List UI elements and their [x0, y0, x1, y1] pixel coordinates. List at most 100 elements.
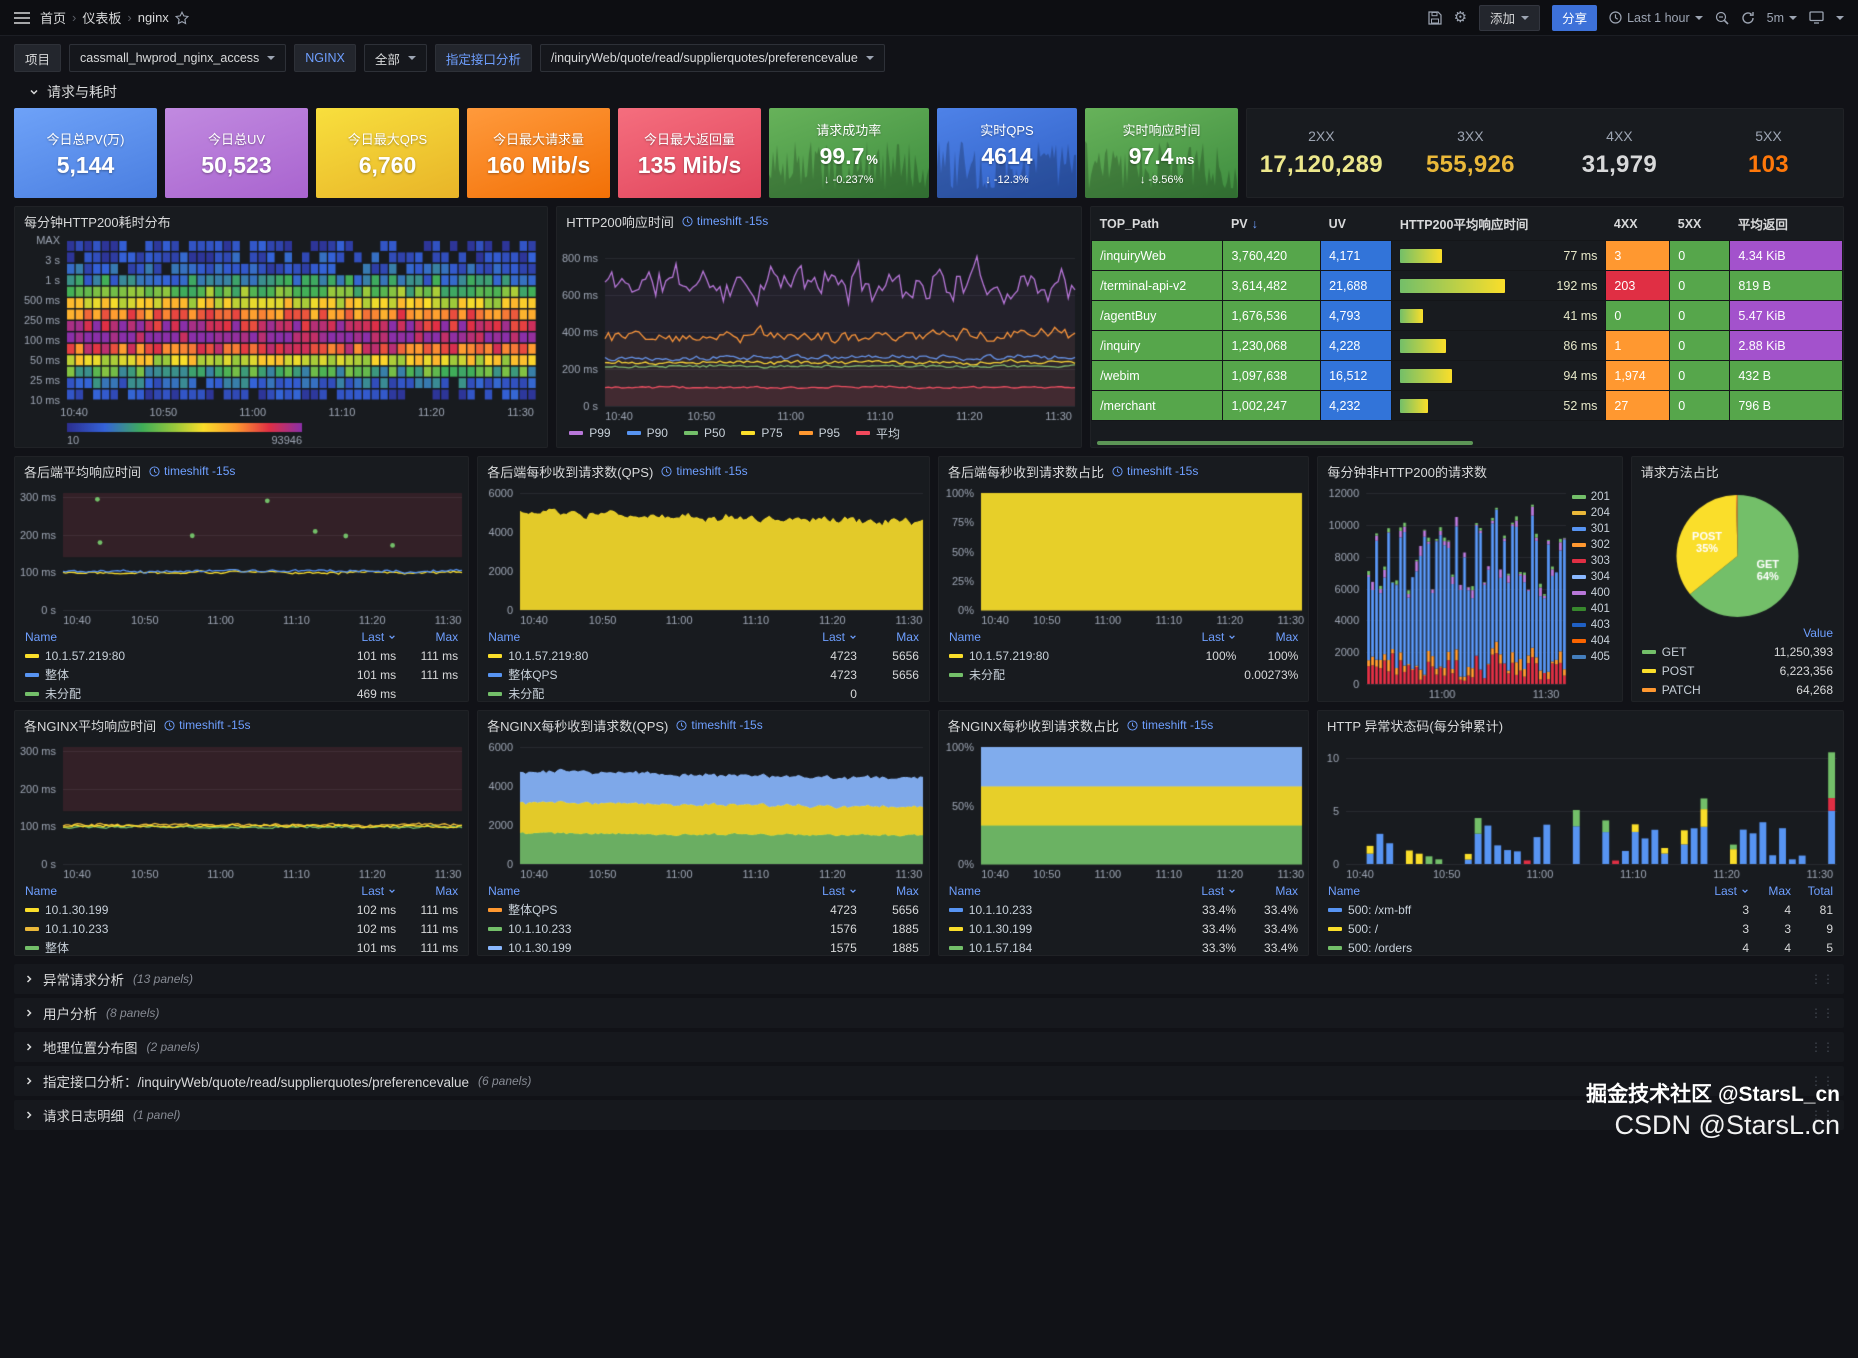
collapse-topbar-icon[interactable]	[1836, 15, 1844, 20]
save-dashboard-icon[interactable]	[1427, 10, 1442, 25]
legend-item[interactable]: PATCH 64,268	[1641, 680, 1833, 699]
legend-item[interactable]: 401	[1571, 601, 1618, 617]
legend-item[interactable]: P50	[683, 426, 725, 440]
legend-item[interactable]: P99	[569, 426, 611, 440]
collapsed-row[interactable]: 地理位置分布图 (2 panels) ⋮⋮	[14, 1032, 1844, 1062]
row-drag-handle[interactable]: ⋮⋮	[1810, 1108, 1834, 1122]
legend-item[interactable]: 303	[1571, 553, 1618, 569]
legend-item[interactable]: 10.1.57.184 33.3% 33.4%	[948, 938, 1298, 955]
legend-item[interactable]: 304	[1571, 569, 1618, 585]
column-header-path[interactable]: TOP_Path	[1099, 216, 1160, 231]
legend-item[interactable]: 201	[1571, 489, 1618, 505]
nginx-qps-chart[interactable]	[478, 739, 929, 881]
legend-item[interactable]: 平均	[856, 425, 900, 442]
panel-title[interactable]: HTTP200响应时间	[566, 214, 674, 230]
legend-item[interactable]: P90	[626, 426, 668, 440]
add-panel-button[interactable]: 添加	[1479, 4, 1541, 31]
share-button[interactable]: 分享	[1552, 4, 1598, 31]
http-error-codes-chart[interactable]	[1318, 739, 1843, 881]
legend-item[interactable]: 整体 101 ms 111 ms	[25, 938, 458, 955]
timeshift-link[interactable]: timeshift -15s	[682, 214, 768, 228]
panel-title[interactable]: 各NGINX平均响应时间	[24, 718, 157, 734]
legend-item[interactable]: 500: /3 3 9	[1328, 919, 1833, 938]
collapsed-row[interactable]: 用户分析 (8 panels) ⋮⋮	[14, 998, 1844, 1028]
panel-title[interactable]: HTTP 异常状态码(每分钟累计)	[1327, 718, 1504, 734]
collapsed-row[interactable]: 异常请求分析 (13 panels) ⋮⋮	[14, 964, 1844, 994]
row-drag-handle[interactable]: ⋮⋮	[1810, 1074, 1834, 1088]
nginx-qps-ratio-chart[interactable]	[938, 739, 1309, 881]
legend-item[interactable]: 400	[1571, 585, 1618, 601]
row-drag-handle[interactable]: ⋮⋮	[1810, 1006, 1834, 1020]
legend-item[interactable]: 204	[1571, 505, 1618, 521]
legend-item[interactable]: 405	[1571, 649, 1618, 665]
column-header-rt[interactable]: HTTP200平均响应时间	[1399, 218, 1529, 232]
legend-item[interactable]: 未分配 469 ms	[25, 684, 458, 701]
project-select[interactable]: cassmall_hwprod_nginx_access	[69, 44, 287, 72]
legend-item[interactable]: 301	[1571, 521, 1618, 537]
request-method-pie-chart[interactable]	[1631, 485, 1843, 623]
legend-item[interactable]: 302	[1571, 537, 1618, 553]
legend-item[interactable]: 未分配 0	[488, 684, 919, 701]
timeshift-link[interactable]: timeshift -15s	[1127, 718, 1213, 732]
timeshift-link[interactable]: timeshift -15s	[149, 464, 235, 478]
row-drag-handle[interactable]: ⋮⋮	[1810, 1040, 1834, 1054]
legend-item[interactable]: 10.1.10.233 33.4% 33.4%	[948, 900, 1298, 919]
zoom-out-icon[interactable]	[1715, 11, 1729, 25]
table-horizontal-scrollbar[interactable]	[1097, 441, 1474, 445]
legend-item[interactable]: 10.1.10.233 102 ms 111 ms	[25, 919, 458, 938]
legend-item[interactable]: 未分配 0.00273%	[948, 665, 1298, 684]
timeshift-link[interactable]: timeshift -15s	[1112, 464, 1198, 478]
panel-title[interactable]: 各后端每秒收到请求数(QPS)	[487, 464, 654, 480]
section-row-request-timing[interactable]: 请求与耗时	[14, 80, 1844, 108]
api-select[interactable]: /inquiryWeb/quote/read/supplierquotes/pr…	[539, 44, 885, 72]
legend-item[interactable]: 500: /orders 4 4 5	[1328, 938, 1833, 955]
legend-item[interactable]: P75	[741, 426, 783, 440]
legend-item[interactable]: 403	[1571, 617, 1618, 633]
legend-item[interactable]: 10.1.57.219:80 4723 5656	[488, 646, 919, 665]
timeshift-link[interactable]: timeshift -15s	[676, 718, 763, 732]
legend-item[interactable]: P95	[798, 426, 840, 440]
breadcrumb-dashboards[interactable]: 仪表板	[82, 11, 122, 26]
http200-duration-heatmap-chart[interactable]	[15, 235, 548, 447]
panel-title[interactable]: 每分钟非HTTP200的请求数	[1327, 464, 1487, 480]
column-header-uv[interactable]: UV	[1328, 216, 1346, 231]
panel-title[interactable]: 各NGINX每秒收到请求数(QPS)	[487, 718, 669, 734]
legend-item[interactable]: 10.1.57.219:80 101 ms 111 ms	[25, 646, 458, 665]
breadcrumb-current[interactable]: nginx	[137, 10, 169, 25]
legend-item[interactable]: 10.1.30.199 1575 1885	[488, 938, 919, 955]
legend-item[interactable]: 10.1.30.199 102 ms 111 ms	[25, 900, 458, 919]
nginx-response-time-chart[interactable]	[15, 739, 469, 881]
collapsed-row[interactable]: 指定接口分析：/inquiryWeb/quote/read/supplierqu…	[14, 1066, 1844, 1096]
legend-item[interactable]: 10.1.30.199 33.4% 33.4%	[948, 919, 1298, 938]
collapsed-row[interactable]: 请求日志明细 (1 panel) ⋮⋮	[14, 1100, 1844, 1130]
menu-toggle-button[interactable]	[14, 11, 30, 24]
legend-item[interactable]: 整体 101 ms 111 ms	[25, 665, 458, 684]
panel-title[interactable]: 每分钟HTTP200耗时分布	[24, 214, 171, 230]
legend-item[interactable]: GET 11,250,393	[1641, 642, 1833, 661]
legend-item[interactable]: 整体QPS 4723 5656	[488, 665, 919, 684]
breadcrumb-home[interactable]: 首页	[40, 11, 67, 26]
legend-item[interactable]: 10.1.10.233 1576 1885	[488, 919, 919, 938]
favorite-star-icon[interactable]	[174, 10, 189, 25]
column-header-pv[interactable]: PV ↓	[1230, 216, 1258, 231]
legend-item[interactable]: POST 6,223,356	[1641, 661, 1833, 680]
nginx-select[interactable]: 全部	[363, 44, 427, 72]
refresh-interval-picker[interactable]: 5m	[1767, 11, 1797, 25]
backend-qps-ratio-chart[interactable]	[938, 485, 1309, 627]
non-http200-requests-chart[interactable]	[1318, 485, 1572, 701]
column-header-xx5[interactable]: 5XX	[1677, 216, 1702, 231]
legend-item[interactable]: 404	[1571, 633, 1618, 649]
panel-title[interactable]: 各NGINX每秒收到请求数占比	[947, 718, 1119, 734]
legend-item[interactable]: 500: /xm-bff 3 4 81	[1328, 900, 1833, 919]
timeshift-link[interactable]: timeshift -15s	[164, 718, 251, 732]
timeshift-link[interactable]: timeshift -15s	[661, 464, 748, 478]
panel-title[interactable]: 各后端每秒收到请求数占比	[947, 464, 1104, 480]
http200-response-time-chart[interactable]	[557, 235, 1082, 423]
backend-response-time-chart[interactable]	[15, 485, 469, 627]
row-drag-handle[interactable]: ⋮⋮	[1810, 972, 1834, 986]
refresh-icon[interactable]	[1741, 11, 1755, 25]
column-header-ret[interactable]: 平均返回	[1737, 218, 1788, 232]
panel-title[interactable]: 请求方法占比	[1640, 464, 1719, 480]
time-range-picker[interactable]: Last 1 hour	[1609, 11, 1703, 25]
backend-qps-chart[interactable]	[478, 485, 929, 627]
